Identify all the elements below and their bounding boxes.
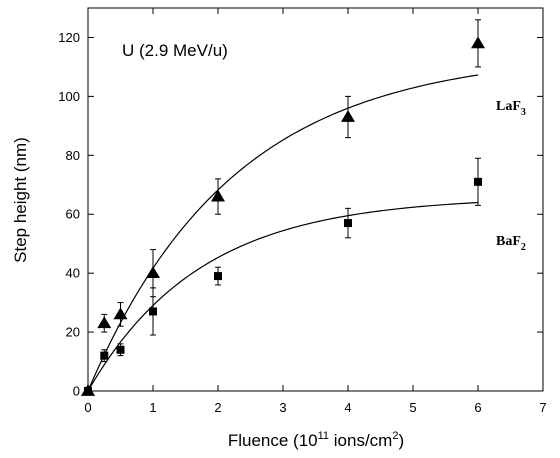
point-baf2 [149,307,157,316]
y-tick-label: 0 [73,384,80,399]
point-laf3 [341,110,355,122]
point-laf3 [97,316,112,329]
x-axis-title: Fluence (1011 ions/cm2) [228,430,404,450]
x-tick-label: 4 [344,400,351,415]
y-tick-label: 20 [66,325,80,340]
series-label-laf3: LaF3 [496,99,526,118]
plot-frame [87,7,544,392]
data-markers [81,36,485,396]
x-tick-label: 7 [539,400,546,415]
point-baf2 [100,351,109,360]
y-tick-label: 80 [66,148,80,163]
point-laf3 [471,36,485,49]
x-tick-label: 2 [214,400,221,415]
error-bars [101,19,481,363]
point-baf2 [214,272,222,281]
x-tick-label: 0 [84,400,91,415]
fit-curves [87,74,479,392]
point-baf2 [116,345,125,354]
axis-ticks: 0 1 2 3 4 5 6 7 0 20 40 60 80 100 120 [58,8,547,415]
x-tick-label: 6 [474,400,481,415]
point-baf2 [84,387,92,395]
x-tick-label: 3 [279,400,286,415]
point-baf2 [474,177,482,186]
y-axis-title: Step height (nm) [11,137,30,263]
point-laf3 [211,189,225,202]
fit-curve-laf3 [87,74,479,392]
point-laf3 [113,307,128,320]
point-laf3 [146,266,160,279]
y-tick-label: 120 [58,30,80,45]
x-tick-label: 1 [149,400,156,415]
x-tick-label: 5 [409,400,416,415]
y-tick-label: 40 [66,266,80,281]
y-tick-label: 100 [58,89,80,104]
y-tick-label: 60 [66,207,80,222]
point-baf2 [344,219,352,228]
series-label-baf2: BaF2 [496,234,526,253]
fit-curve-baf2 [87,201,479,392]
annotation: U (2.9 MeV/u) [122,41,228,60]
